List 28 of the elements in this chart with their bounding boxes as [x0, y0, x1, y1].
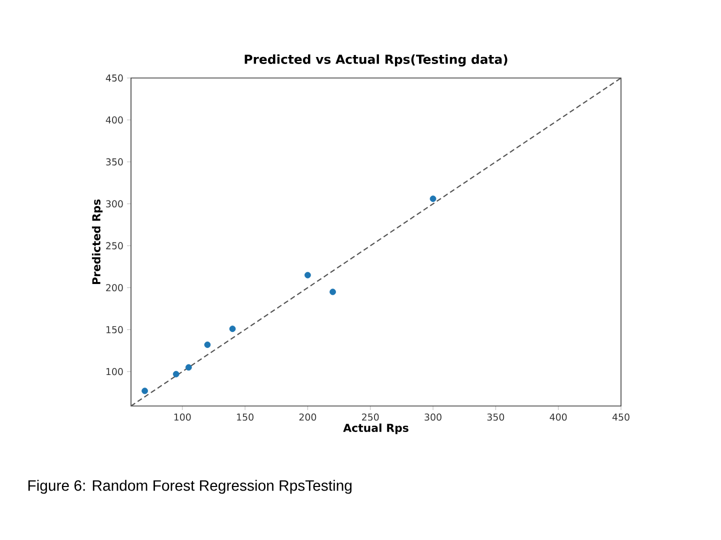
x-tick-label: 150	[237, 414, 254, 421]
point	[304, 272, 311, 278]
x-tick-label: 300	[424, 414, 442, 421]
y-tick-label: 400	[106, 116, 123, 124]
point	[204, 342, 211, 348]
x-tick-label: 100	[174, 414, 191, 421]
y-tick-label: 300	[106, 200, 123, 208]
point	[330, 288, 336, 296]
y-tick-label: 150	[106, 326, 123, 334]
point	[142, 388, 148, 394]
y-tick-label: 100	[106, 368, 123, 376]
y-tick-label: 350	[106, 158, 123, 166]
point	[229, 326, 236, 332]
y-axis-title: Predicted Rps	[92, 199, 103, 284]
x-tick-label: 250	[362, 414, 379, 421]
point	[185, 364, 192, 371]
y-tick-label: 250	[106, 242, 123, 250]
x-tick-label: 350	[487, 414, 504, 421]
point	[172, 370, 180, 378]
caption: Figure 6: Random Forest Regression RpsTesting	[28, 480, 352, 494]
point	[430, 196, 436, 202]
chart-title: Predicted vs Actual Rps(Testing data)	[244, 54, 508, 66]
x-tick-label: 200	[299, 414, 316, 421]
x-tick-label: 400	[550, 414, 567, 421]
y-tick-label: 200	[106, 284, 123, 292]
x-axis-title: Actual Rps	[343, 424, 408, 434]
y-tick-label: 450	[106, 74, 123, 82]
x-tick-label: 450	[612, 414, 630, 421]
